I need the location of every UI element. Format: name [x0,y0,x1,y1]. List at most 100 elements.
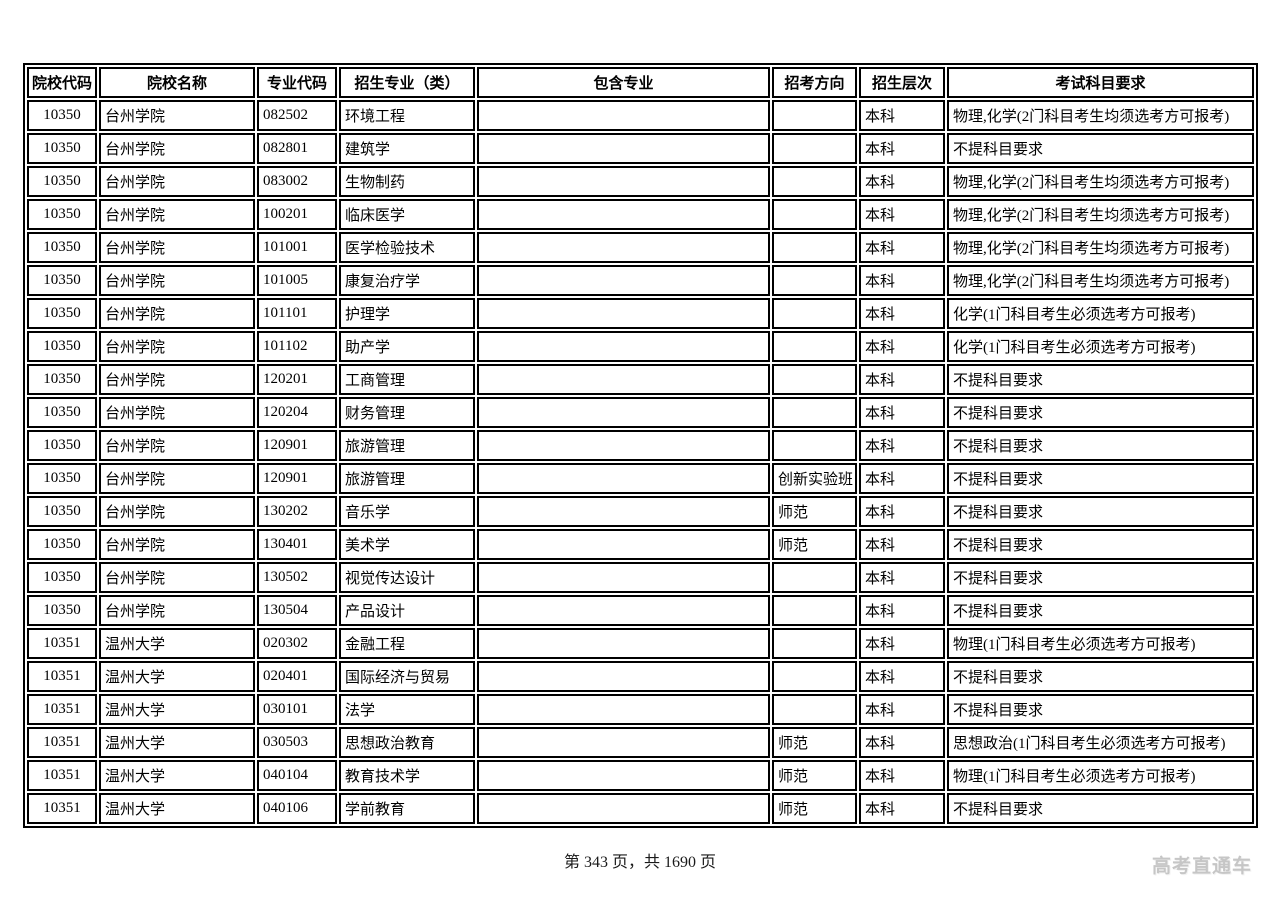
table-cell: 台州学院 [99,133,255,164]
table-cell: 化学(1门科目考生必须选考方可报考) [947,331,1254,362]
table-cell: 台州学院 [99,529,255,560]
table-cell: 040104 [257,760,337,791]
table-cell: 思想政治教育 [339,727,475,758]
table-cell [772,331,857,362]
table-cell [477,100,770,131]
table-cell: 082502 [257,100,337,131]
table-cell: 旅游管理 [339,463,475,494]
table-cell: 护理学 [339,298,475,329]
table-cell: 不提科目要求 [947,430,1254,461]
table-cell: 物理,化学(2门科目考生均须选考方可报考) [947,232,1254,263]
table-cell: 10350 [27,166,97,197]
table-cell: 10350 [27,562,97,593]
table-cell [477,331,770,362]
table-cell: 本科 [859,133,945,164]
table-cell: 不提科目要求 [947,793,1254,824]
table-cell: 台州学院 [99,298,255,329]
table-cell: 082801 [257,133,337,164]
table-cell: 化学(1门科目考生必须选考方可报考) [947,298,1254,329]
table-row: 10350 台州学院 101102 助产学 本科 化学(1门科目考生必须选考方可报考) [27,331,1254,362]
table-cell [477,232,770,263]
table-cell: 10350 [27,595,97,626]
table-cell: 本科 [859,199,945,230]
table-cell [477,298,770,329]
table-cell: 本科 [859,793,945,824]
table-cell: 10350 [27,199,97,230]
table-cell [772,694,857,725]
table-cell: 不提科目要求 [947,595,1254,626]
table-cell [477,628,770,659]
table-cell: 本科 [859,430,945,461]
table-cell: 本科 [859,760,945,791]
table-cell: 不提科目要求 [947,661,1254,692]
table-row: 10350 台州学院 120201 工商管理 本科 不提科目要求 [27,364,1254,395]
table-cell [477,529,770,560]
table-cell: 建筑学 [339,133,475,164]
table-cell: 创新实验班 [772,463,857,494]
table-cell: 10350 [27,430,97,461]
table-cell [477,166,770,197]
column-header: 院校名称 [99,67,255,98]
table-cell [477,760,770,791]
table-row: 10351 温州大学 020401 国际经济与贸易 本科 不提科目要求 [27,661,1254,692]
table-row: 10350 台州学院 120901 旅游管理 创新实验班 本科 不提科目要求 [27,463,1254,494]
table-cell [772,298,857,329]
table-cell: 10350 [27,298,97,329]
table-row: 10350 台州学院 082502 环境工程 本科 物理,化学(2门科目考生均须选考方可报… [27,100,1254,131]
table-cell: 本科 [859,298,945,329]
table-cell [477,661,770,692]
table-cell: 物理(1门科目考生必须选考方可报考) [947,628,1254,659]
table-cell: 本科 [859,661,945,692]
table-cell: 旅游管理 [339,430,475,461]
table-cell: 温州大学 [99,760,255,791]
table-cell: 康复治疗学 [339,265,475,296]
table-cell: 不提科目要求 [947,133,1254,164]
table-cell: 130502 [257,562,337,593]
table-row: 10350 台州学院 130504 产品设计 本科 不提科目要求 [27,595,1254,626]
table-cell: 台州学院 [99,430,255,461]
table-cell: 物理,化学(2门科目考生均须选考方可报考) [947,166,1254,197]
table-cell [772,430,857,461]
table-cell: 本科 [859,694,945,725]
table-cell: 医学检验技术 [339,232,475,263]
table-cell: 思想政治(1门科目考生必须选考方可报考) [947,727,1254,758]
table-row: 10350 台州学院 130401 美术学 师范 本科 不提科目要求 [27,529,1254,560]
table-cell: 台州学院 [99,562,255,593]
table-cell: 10350 [27,529,97,560]
table-cell [772,628,857,659]
table-cell: 10351 [27,694,97,725]
table-cell: 台州学院 [99,100,255,131]
table-cell: 040106 [257,793,337,824]
table-cell: 学前教育 [339,793,475,824]
table-cell: 本科 [859,100,945,131]
table-cell: 10350 [27,364,97,395]
table-cell: 120901 [257,463,337,494]
table-cell [772,265,857,296]
table-cell: 本科 [859,397,945,428]
table-row: 10350 台州学院 082801 建筑学 本科 不提科目要求 [27,133,1254,164]
table-cell: 本科 [859,331,945,362]
table-cell: 10350 [27,496,97,527]
table-cell: 美术学 [339,529,475,560]
table-cell [477,133,770,164]
table-cell: 本科 [859,364,945,395]
column-header: 招考方向 [772,67,857,98]
table-cell: 台州学院 [99,463,255,494]
table-cell: 101005 [257,265,337,296]
table-cell [772,199,857,230]
table-cell: 130504 [257,595,337,626]
table-cell: 本科 [859,727,945,758]
table-row: 10351 温州大学 030503 思想政治教育 师范 本科 思想政治(1门科目考生必须选考… [27,727,1254,758]
table-cell: 10350 [27,397,97,428]
table-body: 10350 台州学院 082502 环境工程 本科 物理,化学(2门科目考生均须选考方可报… [27,100,1254,824]
table-cell: 台州学院 [99,166,255,197]
table-cell: 101001 [257,232,337,263]
table-row: 10350 台州学院 101005 康复治疗学 本科 物理,化学(2门科目考生均须选考方可… [27,265,1254,296]
table-cell [477,430,770,461]
table-cell [477,595,770,626]
table-cell: 10351 [27,760,97,791]
table-cell: 本科 [859,265,945,296]
table-cell [772,562,857,593]
table-cell: 温州大学 [99,727,255,758]
table-cell: 本科 [859,529,945,560]
